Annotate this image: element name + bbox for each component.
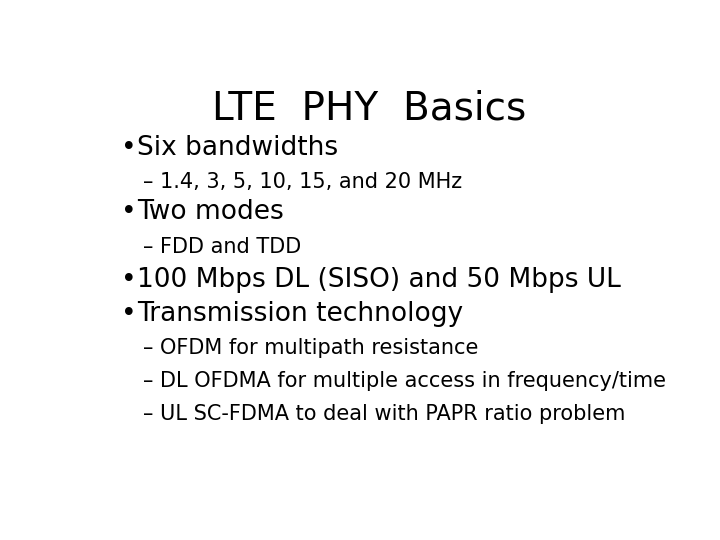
Text: LTE  PHY  Basics: LTE PHY Basics [212,90,526,128]
Text: •: • [121,199,136,225]
Text: 100 Mbps DL (SISO) and 50 Mbps UL: 100 Mbps DL (SISO) and 50 Mbps UL [138,267,621,293]
Text: – DL OFDMA for multiple access in frequency/time: – DL OFDMA for multiple access in freque… [143,371,666,391]
Text: Transmission technology: Transmission technology [138,301,464,327]
Text: – UL SC-FDMA to deal with PAPR ratio problem: – UL SC-FDMA to deal with PAPR ratio pro… [143,404,626,424]
Text: •: • [121,267,136,293]
Text: – OFDM for multipath resistance: – OFDM for multipath resistance [143,338,478,357]
Text: – FDD and TDD: – FDD and TDD [143,237,301,256]
Text: •: • [121,135,136,161]
Text: – 1.4, 3, 5, 10, 15, and 20 MHz: – 1.4, 3, 5, 10, 15, and 20 MHz [143,172,462,192]
Text: Two modes: Two modes [138,199,284,225]
Text: Six bandwidths: Six bandwidths [138,135,338,161]
Text: •: • [121,301,136,327]
